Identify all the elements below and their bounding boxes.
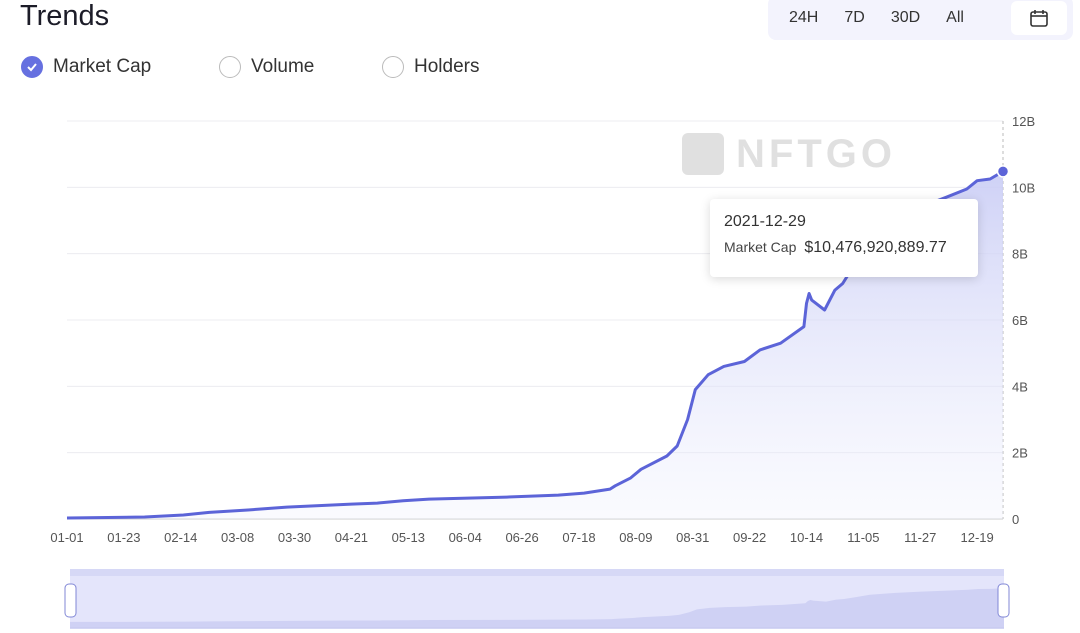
- tab-30d[interactable]: 30D: [890, 9, 921, 26]
- nftgo-watermark: NFTGO: [682, 132, 896, 176]
- tab-all[interactable]: All: [946, 9, 964, 26]
- metric-label: Market Cap: [53, 56, 152, 77]
- tab-7d[interactable]: 7D: [844, 9, 865, 26]
- x-tick-label: 03-08: [221, 530, 254, 545]
- x-tick-label: 08-31: [676, 530, 709, 545]
- calendar-icon: [1030, 10, 1048, 27]
- area-fill: [67, 171, 1003, 519]
- x-tick-label: 09-22: [733, 530, 766, 545]
- metric-holders[interactable]: Holders: [382, 56, 479, 78]
- y-tick-label: 10B: [1012, 180, 1035, 195]
- x-tick-label: 10-14: [790, 530, 823, 545]
- page-title: Trends: [20, 0, 110, 32]
- metric-label: Holders: [414, 56, 480, 77]
- y-tick-label: 2B: [1012, 446, 1028, 461]
- chart-tooltip: 2021-12-29 Market Cap $10,476,920,889.77: [710, 199, 978, 277]
- x-tick-label: 06-26: [505, 530, 538, 545]
- x-tick-label: 06-04: [449, 530, 482, 545]
- radio-icon: [219, 56, 241, 78]
- range-slider[interactable]: [64, 569, 1010, 629]
- highlight-point: [996, 165, 1010, 178]
- metric-label: Volume: [251, 56, 315, 77]
- x-tick-label: 02-14: [164, 530, 197, 545]
- x-tick-label: 03-30: [278, 530, 311, 545]
- radio-icon: [382, 56, 404, 78]
- tooltip-date: 2021-12-29: [724, 213, 806, 230]
- checkbox-checked-icon: [21, 56, 43, 78]
- metric-market-cap[interactable]: Market Cap: [21, 56, 219, 78]
- y-tick-label: 12B: [1012, 114, 1035, 129]
- range-handle-right[interactable]: [997, 583, 1010, 618]
- tooltip-value: $10,476,920,889.77: [804, 239, 947, 256]
- x-tick-label: 08-09: [619, 530, 652, 545]
- x-tick-label: 11-05: [847, 530, 879, 545]
- range-handle-left[interactable]: [64, 583, 77, 618]
- x-tick-label: 07-18: [562, 530, 595, 545]
- tooltip-label: Market Cap: [724, 239, 797, 255]
- x-tick-label: 04-21: [335, 530, 368, 545]
- y-tick-label: 8B: [1012, 247, 1028, 262]
- x-tick-label: 01-01: [50, 530, 83, 545]
- y-tick-label: 6B: [1012, 313, 1028, 328]
- time-range-tabs: 24H 7D 30D All: [768, 0, 1073, 40]
- calendar-button[interactable]: [1011, 1, 1067, 35]
- x-tick-label: 01-23: [107, 530, 140, 545]
- svg-text:NFTGO: NFTGO: [736, 132, 896, 176]
- tab-24h[interactable]: 24H: [789, 9, 819, 26]
- metric-volume[interactable]: Volume: [219, 56, 382, 78]
- y-tick-label: 4B: [1012, 379, 1028, 394]
- x-tick-label: 12-19: [961, 530, 994, 545]
- x-tick-label: 11-27: [904, 530, 936, 545]
- x-tick-label: 05-13: [392, 530, 425, 545]
- y-tick-label: 0: [1012, 512, 1019, 527]
